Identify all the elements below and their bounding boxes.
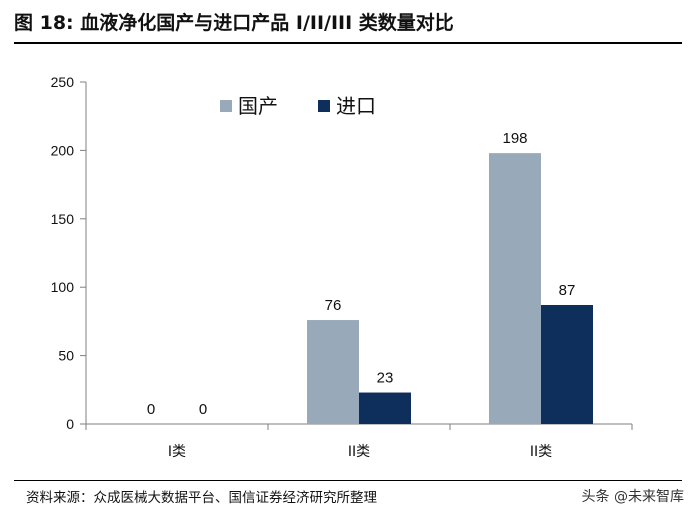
data-label: 0 xyxy=(147,401,155,418)
x-tick-label: II类 xyxy=(348,444,370,460)
data-label: 23 xyxy=(377,370,394,387)
y-tick-label: 150 xyxy=(51,211,75,227)
data-label: 87 xyxy=(559,282,576,299)
y-tick-label: 0 xyxy=(66,416,74,432)
x-tick-label: I类 xyxy=(168,444,186,460)
y-tick-label: 100 xyxy=(51,279,75,295)
chart-bars xyxy=(307,153,593,425)
y-tick-label: 250 xyxy=(51,74,75,90)
legend-label: 国产 xyxy=(238,94,278,118)
legend-label: 进口 xyxy=(336,94,376,118)
data-label: 0 xyxy=(199,401,207,418)
legend-swatch xyxy=(220,100,232,112)
bar-import xyxy=(359,392,411,424)
source-note: 资料来源：众成医械大数据平台、国信证券经济研究所整理 xyxy=(26,490,377,506)
bar-import xyxy=(541,304,593,424)
title-divider xyxy=(14,42,682,44)
x-tick-label: II类 xyxy=(530,444,552,460)
bar-domestic xyxy=(307,320,359,424)
legend-swatch xyxy=(318,100,330,112)
chart-labels: 0 0 76 23 198 87 xyxy=(147,130,576,418)
data-label: 76 xyxy=(325,297,342,314)
chart-legend: 国产 进口 xyxy=(220,94,376,118)
figure-title: 图 18: 血液净化国产与进口产品 I/II/III 类数量对比 xyxy=(14,12,454,34)
y-tick-label: 50 xyxy=(58,348,74,364)
source-divider xyxy=(14,480,682,481)
watermark-text: 头条 @未来智库 xyxy=(581,489,684,505)
y-tick-label: 200 xyxy=(51,142,75,158)
data-label: 198 xyxy=(502,130,527,147)
bar-domestic xyxy=(489,153,541,425)
bar-chart: 0 50 100 150 200 250 I类 II类 II类 0 0 76 23 198 87 国产 进口 xyxy=(51,74,633,460)
